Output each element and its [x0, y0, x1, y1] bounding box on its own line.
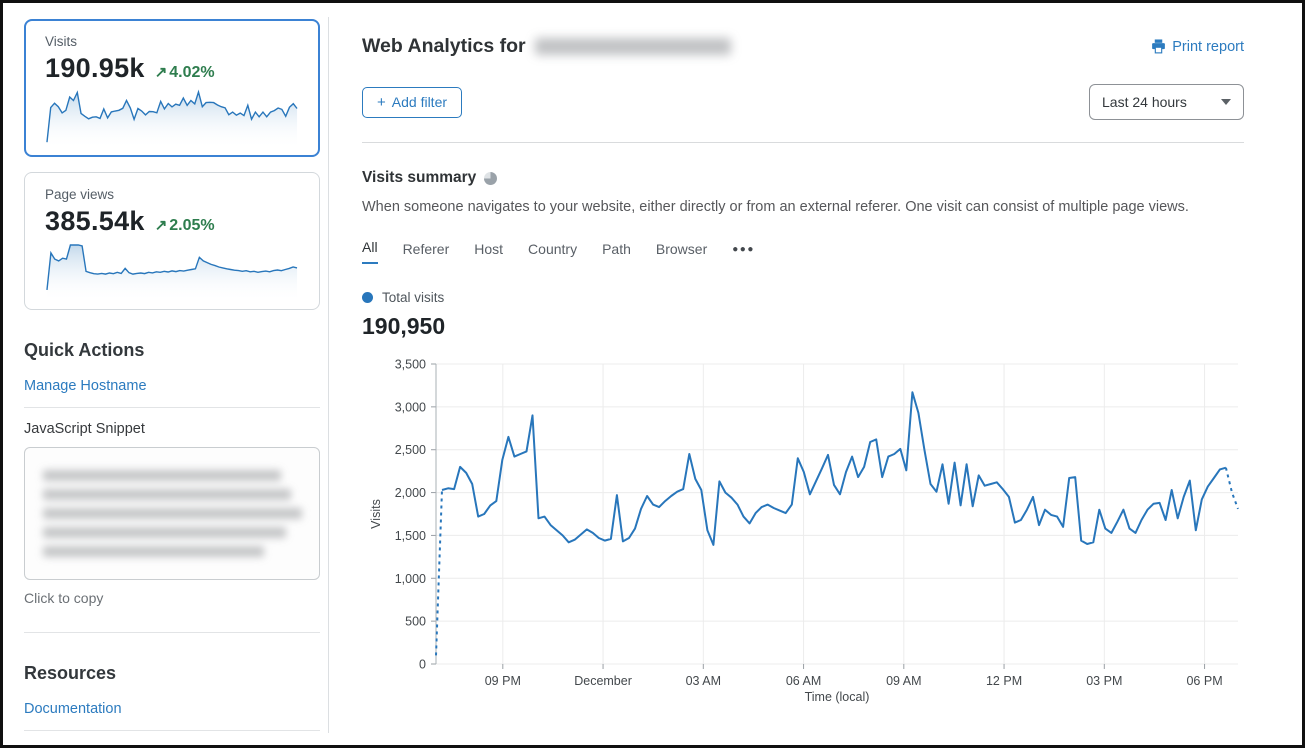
- visits-card-delta: ↗ 4.02%: [154, 64, 215, 81]
- svg-text:09 PM: 09 PM: [485, 674, 521, 688]
- svg-text:06 AM: 06 AM: [786, 674, 821, 688]
- tab-all[interactable]: All: [362, 239, 378, 264]
- svg-text:09 AM: 09 AM: [886, 674, 921, 688]
- svg-text:Visits: Visits: [369, 499, 383, 529]
- redacted-code-line: [43, 489, 292, 500]
- chevron-down-icon: [1221, 99, 1231, 105]
- click-to-copy-hint: Click to copy: [24, 590, 320, 633]
- pageviews-metric-card[interactable]: Page views 385.54k ↗ 2.05%: [24, 172, 320, 310]
- quick-actions-heading: Quick Actions: [24, 340, 145, 360]
- pageviews-card-label: Page views: [45, 187, 115, 202]
- tab-referer[interactable]: Referer: [402, 241, 450, 257]
- pageviews-card-delta: ↗ 2.05%: [154, 217, 215, 234]
- javascript-snippet-label: JavaScript Snippet: [24, 421, 145, 437]
- svg-text:1,000: 1,000: [395, 572, 426, 586]
- print-report-link[interactable]: Print report: [1151, 39, 1244, 55]
- main-panel: Web Analytics for Print report + Add filt…: [329, 3, 1302, 745]
- visits-card-label: Visits: [45, 34, 78, 49]
- time-range-value: Last 24 hours: [1102, 94, 1187, 110]
- svg-text:0: 0: [419, 658, 426, 672]
- visits-sparkline-chart: [45, 88, 299, 149]
- svg-text:06 PM: 06 PM: [1186, 674, 1222, 688]
- visits-summary-section: Visits summary When someone navigates to…: [329, 143, 1302, 710]
- sidebar: Visits 190.95k ↗ 4.02% Page views 385.54k…: [24, 19, 320, 731]
- time-range-select[interactable]: Last 24 hours: [1089, 84, 1244, 120]
- svg-text:Time (local): Time (local): [805, 690, 870, 704]
- visits-card-value: 190.95k: [45, 53, 145, 83]
- svg-text:2,500: 2,500: [395, 443, 426, 457]
- redacted-code-line: [43, 470, 281, 481]
- header-divider: [362, 142, 1244, 143]
- legend-label: Total visits: [382, 290, 445, 305]
- plus-icon: +: [377, 93, 386, 111]
- redacted-code-line: [43, 527, 286, 538]
- trend-up-icon: ↗: [154, 217, 168, 234]
- chart-legend: Total visits: [362, 290, 1244, 305]
- js-snippet-box[interactable]: [24, 447, 320, 580]
- sidebar-main-divider: [328, 17, 329, 733]
- printer-icon: [1152, 39, 1166, 54]
- manage-hostname-link[interactable]: Manage Hostname: [24, 365, 320, 408]
- page-title: Web Analytics for: [362, 35, 526, 57]
- summary-title: Visits summary: [362, 169, 477, 186]
- tab-browser[interactable]: Browser: [655, 241, 708, 257]
- svg-text:2,000: 2,000: [395, 486, 426, 500]
- svg-text:December: December: [574, 674, 632, 688]
- redacted-code-line: [43, 508, 303, 519]
- add-filter-button[interactable]: + Add filter: [362, 86, 463, 118]
- visits-metric-card[interactable]: Visits 190.95k ↗ 4.02%: [24, 19, 320, 157]
- tab-country[interactable]: Country: [528, 241, 578, 257]
- tab-path[interactable]: Path: [602, 241, 631, 257]
- trend-up-icon: ↗: [154, 64, 168, 81]
- summary-description: When someone navigates to your website, …: [362, 199, 1189, 215]
- help-icon[interactable]: [484, 171, 498, 185]
- svg-text:12 PM: 12 PM: [986, 674, 1022, 688]
- pageviews-card-value: 385.54k: [45, 206, 145, 236]
- svg-text:03 AM: 03 AM: [686, 674, 721, 688]
- redacted-code-line: [43, 546, 265, 557]
- site-domain-redacted: [534, 38, 731, 55]
- svg-text:03 PM: 03 PM: [1086, 674, 1122, 688]
- dimension-tabs: All Referer Host Country Path Browser ●●…: [362, 239, 1244, 264]
- documentation-link[interactable]: Documentation: [24, 688, 320, 731]
- svg-text:3,500: 3,500: [395, 358, 426, 372]
- svg-text:3,000: 3,000: [395, 400, 426, 414]
- more-tabs-icon[interactable]: ●●●: [732, 244, 755, 255]
- total-visits-value: 190,950: [362, 313, 446, 339]
- svg-text:500: 500: [405, 615, 426, 629]
- legend-dot-icon: [362, 292, 373, 303]
- svg-text:1,500: 1,500: [395, 529, 426, 543]
- tab-host[interactable]: Host: [474, 241, 504, 257]
- resources-heading: Resources: [24, 663, 117, 683]
- visits-line-chart: 0 500 1,000 1,500 2,000 2,500 3,000 3,500 09 PM D…: [362, 354, 1244, 710]
- pageviews-sparkline-chart: [45, 241, 299, 302]
